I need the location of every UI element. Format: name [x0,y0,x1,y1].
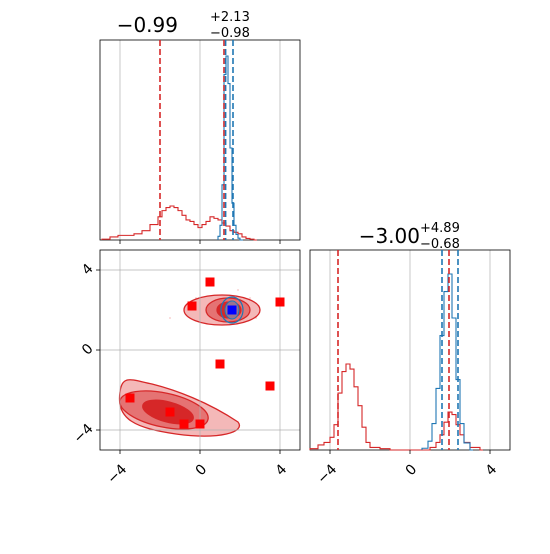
top-hist-title-main: −0.99 [117,13,178,37]
right-hist-title-main: −3.00 [359,224,420,248]
contour-red-marker-5 [125,393,135,403]
contour-blue-marker-0 [227,305,237,315]
top-hist-series-1 [217,55,243,241]
right-hist-series-1 [421,273,473,451]
contour-blue-level-1 [220,296,244,324]
contour-red-marker-2 [275,297,285,307]
contour-red-marker-7 [179,419,189,429]
contour-xtick-label-0: −4 [104,461,130,487]
top-hist-title-sup: +2.13 [210,10,250,25]
contour-sample-dot-11 [169,317,171,319]
top-hist-title-sub: −0.98 [210,26,250,41]
contour-ytick-label-0: −4 [71,421,97,447]
contour-ytick-label-1: 0 [79,341,97,359]
contour-sample-dot-12 [237,289,239,291]
contour-sample-dot-8 [249,297,251,299]
right-histogram-panel: −4 0 4 [309,249,511,487]
contour-red-marker-6 [165,407,175,417]
contour-panel: −4 0 4 −4 0 4 [71,249,301,487]
contour-red-marker-8 [195,419,205,429]
contour-red-marker-3 [215,359,225,369]
right-hist-xtick-label-1: 0 [403,461,421,479]
right-hist-xtick-label-2: 4 [483,461,501,479]
contour-red-marker-0 [205,277,215,287]
right-hist-xtick-label-0: −4 [314,461,340,487]
contour-xtick-label-2: 4 [273,461,291,479]
contour-ytick-label-2: 4 [79,261,97,279]
contour-red-marker-4 [265,381,275,391]
right-hist-series-0 [309,363,483,451]
top-histogram-panel [99,39,301,244]
contour-xtick-label-1: 0 [193,461,211,479]
contour-red-marker-1 [187,301,197,311]
right-hist-title-sup: +4.89 [420,221,460,236]
right-hist-title-sub: −0.68 [420,237,460,252]
